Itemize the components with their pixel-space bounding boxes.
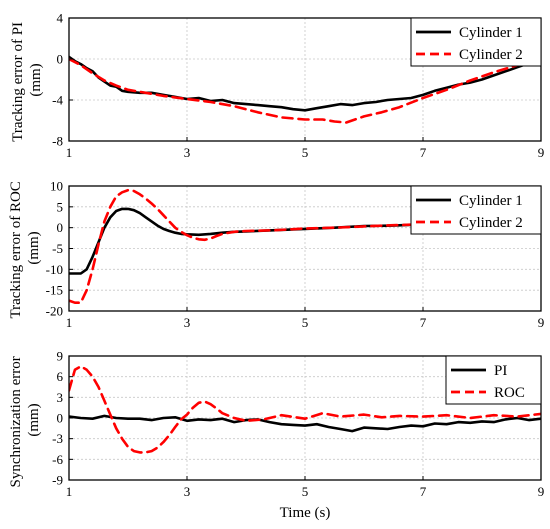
- legend-label-cylinder-1: Cylinder 1: [459, 193, 523, 209]
- y-tick-label: -3: [52, 431, 63, 446]
- x-tick-label: 5: [302, 484, 309, 499]
- y-tick-label: 10: [50, 179, 63, 194]
- legend-label-cylinder-2: Cylinder 2: [459, 47, 523, 63]
- x-tick-label: 1: [66, 484, 73, 499]
- series-group: [69, 188, 541, 305]
- x-tick-label: 7: [420, 145, 427, 160]
- y-ticks: 4 0 -4 -8: [52, 11, 73, 149]
- x-tick-label: 9: [538, 315, 545, 330]
- legend-label-pi: PI: [494, 363, 507, 379]
- y-ticks: 10 5 0 -5 -10 -15 -20: [46, 179, 73, 319]
- legend-box: [410, 17, 542, 67]
- y-tick-label: -9: [52, 473, 63, 488]
- y-axis-label-line-2: (mm): [26, 403, 42, 436]
- y-tick-label: -4: [52, 93, 63, 108]
- panel-pi-tracking: 4 0 -4 -8 1 3 5 7 9 Tracking error of PI (mm) C…: [10, 11, 544, 161]
- x-tick-label: 9: [538, 484, 545, 499]
- y-tick-label: -6: [52, 452, 63, 467]
- x-tick-label: 5: [302, 315, 309, 330]
- series-group: [69, 54, 541, 124]
- x-ticks: 1 3 5 7 9: [66, 307, 545, 330]
- y-axis-label: Synchronization error (mm): [8, 353, 42, 488]
- legend-box: [445, 355, 542, 405]
- x-tick-label: 3: [184, 315, 191, 330]
- legend-label-cylinder-2: Cylinder 2: [459, 215, 523, 231]
- legend: Cylinder 1 Cylinder 2: [410, 17, 542, 67]
- x-tick-label: 9: [538, 145, 545, 160]
- y-tick-label: 6: [57, 369, 64, 384]
- x-ticks: 1 3 5 7 9: [66, 137, 545, 160]
- y-tick-label: 0: [57, 411, 64, 426]
- y-axis-label-line-1: Tracking error of PI: [10, 22, 26, 142]
- y-tick-label: -5: [52, 241, 63, 256]
- x-tick-label: 3: [184, 145, 191, 160]
- y-axis-label: Tracking error of ROC (mm): [8, 177, 42, 318]
- y-tick-label: -10: [46, 262, 63, 277]
- x-ticks: 1 3 5 7 9: [66, 476, 545, 499]
- legend-label-cylinder-1: Cylinder 1: [459, 25, 523, 41]
- y-ticks: 9 6 3 0 -3 -6 -9: [52, 349, 73, 488]
- x-tick-label: 7: [420, 484, 427, 499]
- x-tick-label: 5: [302, 145, 309, 160]
- x-tick-label: 1: [66, 145, 73, 160]
- y-tick-label: 4: [57, 11, 64, 26]
- y-tick-label: -15: [46, 283, 63, 298]
- y-tick-label: -20: [46, 304, 63, 319]
- y-axis-label-line-1: Tracking error of ROC: [8, 181, 24, 318]
- y-axis-label-line-2: (mm): [28, 63, 44, 96]
- x-tick-label: 7: [420, 315, 427, 330]
- series-group: [69, 364, 541, 454]
- legend: Cylinder 1 Cylinder 2: [410, 185, 542, 235]
- y-tick-label: 0: [57, 220, 64, 235]
- series-line-cylinder-2: [69, 55, 541, 124]
- legend-label-roc: ROC: [494, 385, 525, 401]
- panel-roc-tracking: 10 5 0 -5 -10 -15 -20 1 3 5 7 9 Tracking error of …: [8, 177, 545, 331]
- y-tick-label: -8: [52, 134, 63, 149]
- legend: PI ROC: [445, 355, 542, 405]
- legend-box: [410, 185, 542, 235]
- x-tick-label: 1: [66, 315, 73, 330]
- x-tick-label: 3: [184, 484, 191, 499]
- panel-synchronization: 9 6 3 0 -3 -6 -9 1 3 5 7 9 Synchronization error (…: [8, 349, 544, 522]
- y-tick-label: 9: [57, 349, 64, 364]
- series-line-pi: [69, 414, 541, 433]
- y-tick-label: 3: [57, 390, 64, 405]
- x-axis-label: Time (s): [280, 505, 331, 521]
- y-axis-label-line-1: Synchronization error: [8, 356, 24, 487]
- y-tick-label: 5: [57, 199, 64, 214]
- series-line-roc: [69, 364, 541, 454]
- y-axis-label-line-2: (mm): [26, 231, 42, 264]
- y-axis-label: Tracking error of PI (mm): [10, 18, 44, 142]
- y-tick-label: 0: [57, 52, 64, 67]
- series-line-cylinder-2: [69, 188, 541, 305]
